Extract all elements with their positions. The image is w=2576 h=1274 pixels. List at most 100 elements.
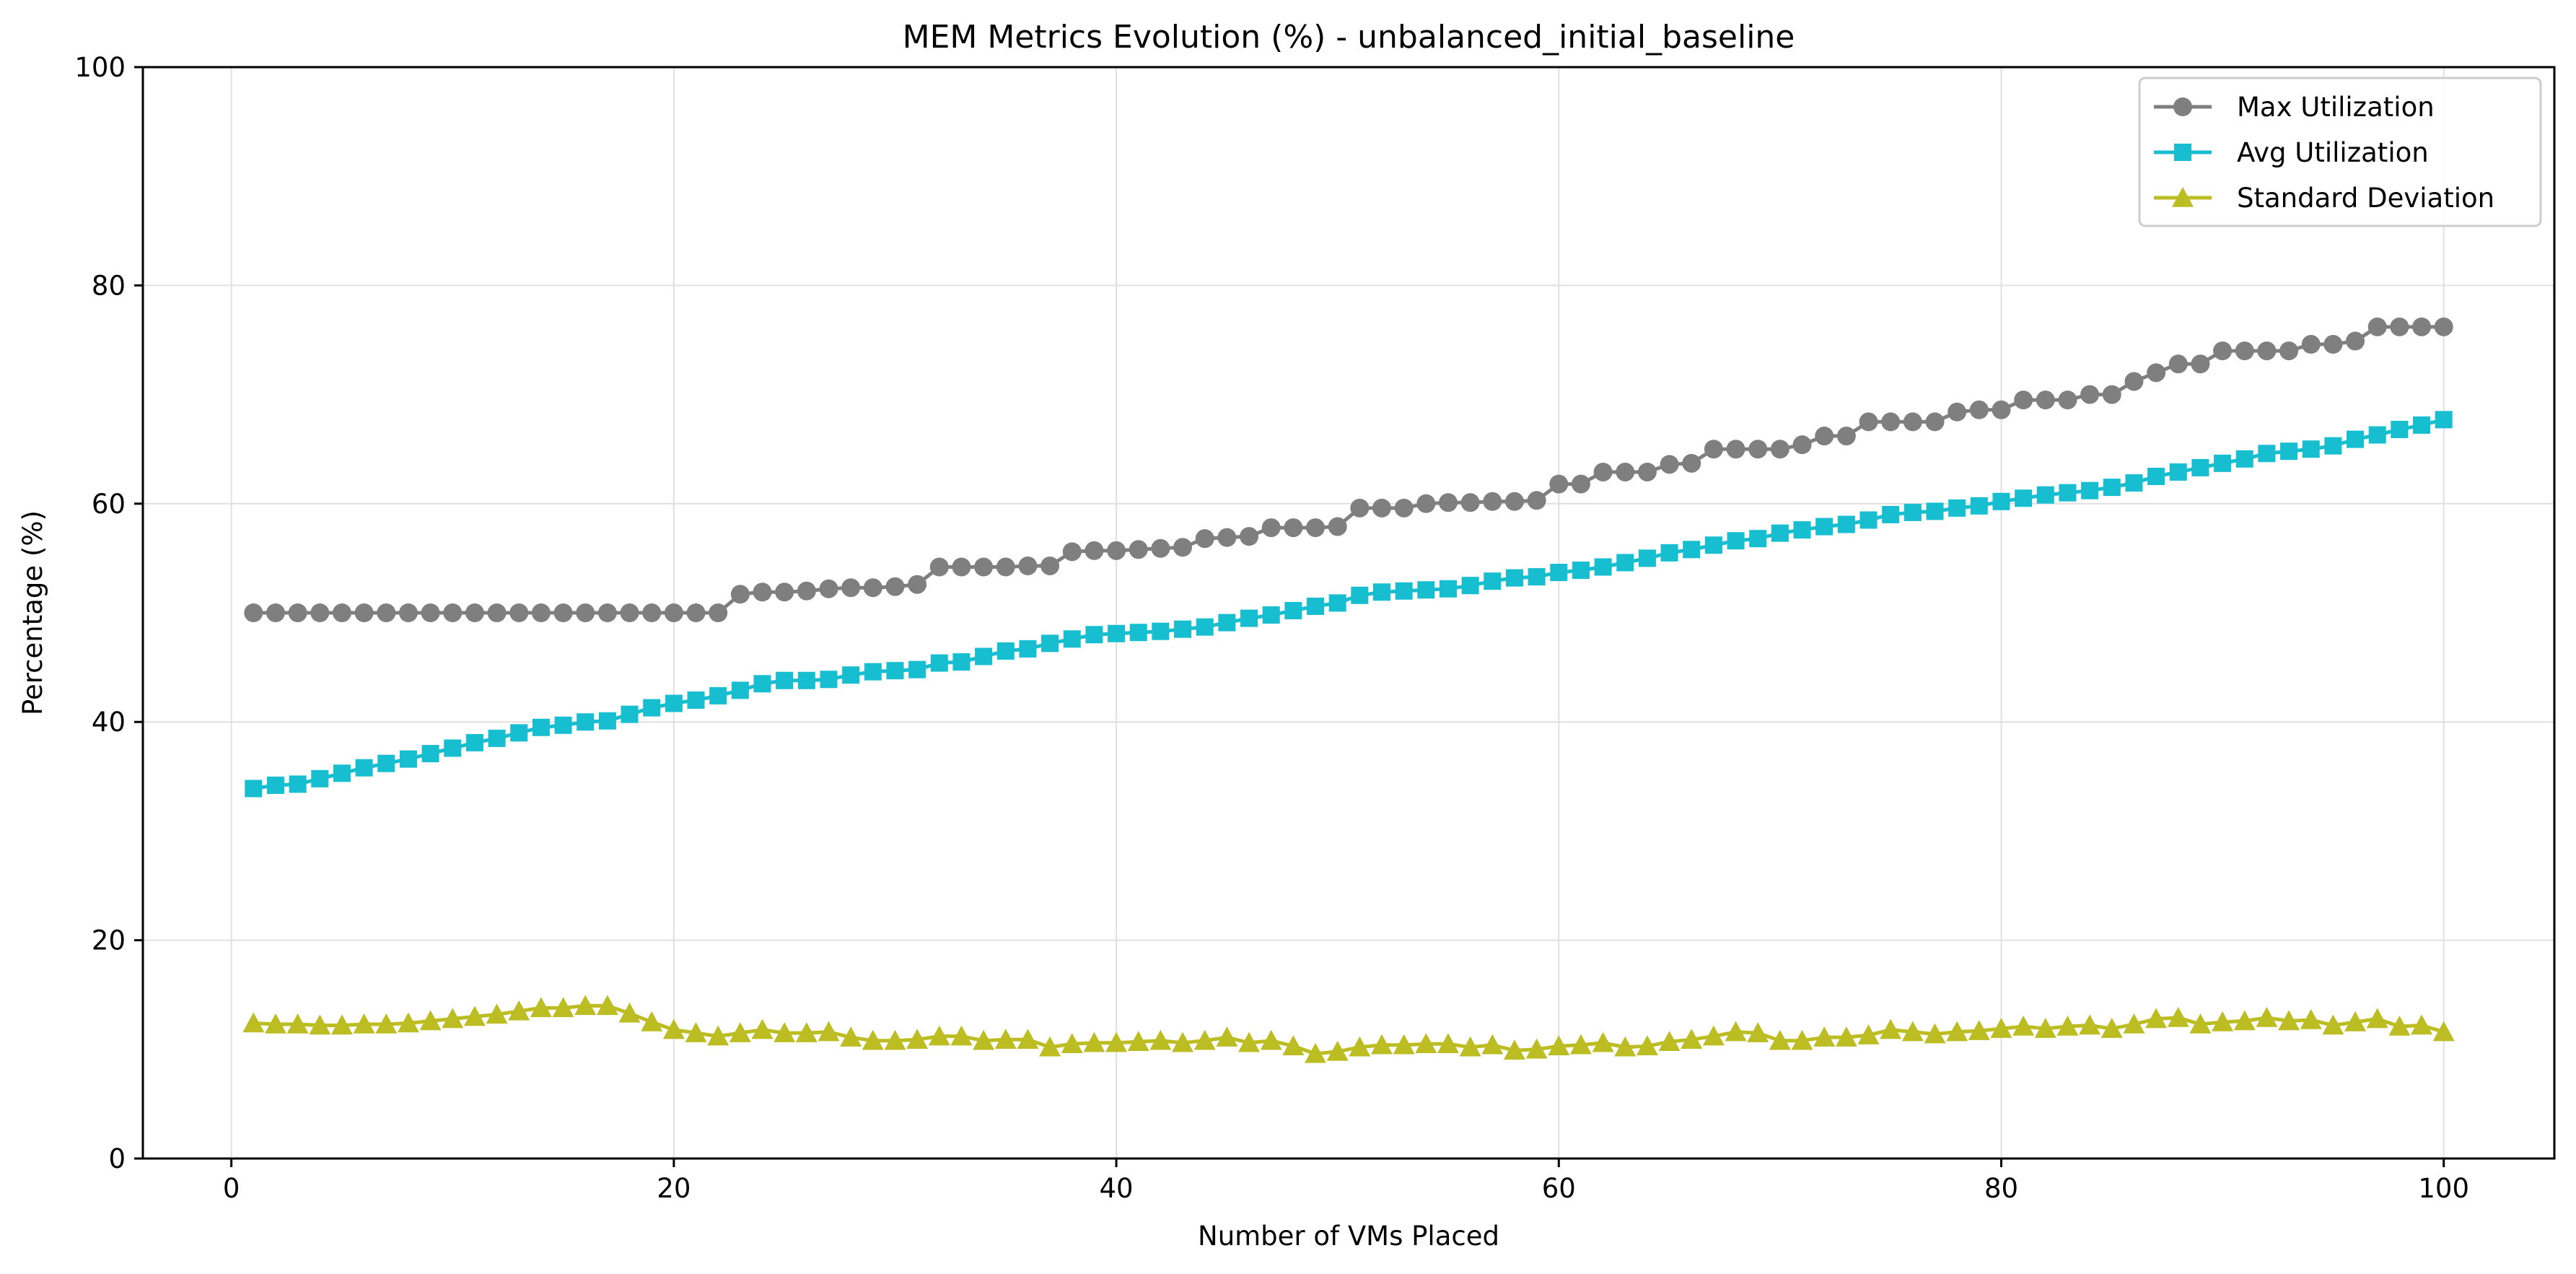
data-point <box>2300 1008 2322 1029</box>
data-point <box>930 654 948 672</box>
data-point <box>2213 341 2233 361</box>
data-point <box>1328 594 1346 612</box>
data-point <box>1107 541 1126 560</box>
data-point <box>1261 518 1281 538</box>
data-point <box>1484 572 1502 590</box>
data-point <box>1569 1034 1592 1055</box>
data-point <box>1172 1031 1194 1052</box>
data-point <box>1018 556 1038 575</box>
data-point <box>1770 440 1789 459</box>
data-point <box>974 557 994 577</box>
data-point <box>1550 564 1568 582</box>
data-point <box>952 653 971 671</box>
data-point <box>2258 445 2276 463</box>
data-point <box>1925 412 1945 432</box>
data-point <box>1682 453 1701 473</box>
series-layer <box>242 317 2455 1063</box>
data-point <box>2081 481 2099 499</box>
data-point <box>2147 468 2165 485</box>
data-point <box>1085 626 1103 644</box>
data-point <box>2015 489 2033 507</box>
y-tick-label: 40 <box>92 707 126 738</box>
y-tick-label: 20 <box>92 925 126 956</box>
data-point <box>2256 1006 2278 1027</box>
data-point <box>775 583 794 602</box>
data-point <box>1218 614 1236 632</box>
data-point <box>1127 1031 1149 1051</box>
data-point <box>399 750 417 768</box>
data-point <box>820 671 838 689</box>
data-point <box>2103 479 2121 497</box>
data-point <box>419 1010 442 1031</box>
data-point <box>864 663 882 681</box>
data-point <box>598 712 616 730</box>
data-point <box>1041 634 1059 653</box>
data-point <box>1416 494 1436 513</box>
data-point <box>2390 317 2409 336</box>
series-line <box>253 1003 2445 1056</box>
data-point <box>1594 558 1612 576</box>
data-point <box>1638 549 1656 567</box>
data-point <box>508 1000 530 1021</box>
data-point <box>2279 341 2299 361</box>
data-point <box>1173 538 1193 557</box>
data-point <box>1459 1036 1481 1057</box>
data-point <box>245 780 263 798</box>
data-point <box>311 769 329 787</box>
data-point <box>2346 331 2365 351</box>
data-point <box>819 579 838 598</box>
data-point <box>842 666 860 684</box>
data-point <box>1417 581 1435 599</box>
data-point <box>1793 521 1811 539</box>
data-point <box>641 1011 663 1031</box>
data-point <box>1019 640 1037 658</box>
data-point <box>2302 440 2320 458</box>
data-point <box>1792 435 1812 455</box>
data-point <box>1216 1026 1238 1047</box>
series-line <box>253 417 2445 790</box>
data-point <box>2036 486 2054 504</box>
data-point <box>1528 568 1546 586</box>
data-point <box>1924 1023 1946 1044</box>
data-point <box>2123 1013 2145 1034</box>
legend-marker <box>2172 187 2194 207</box>
data-point <box>753 583 772 602</box>
data-point <box>973 1029 995 1050</box>
data-point <box>398 603 418 622</box>
data-point <box>486 1003 508 1024</box>
data-point <box>576 603 595 622</box>
legend-entry: Standard Deviation <box>2154 183 2494 214</box>
data-point <box>2257 341 2277 361</box>
data-point <box>774 1022 796 1042</box>
data-point <box>553 603 573 622</box>
data-point <box>597 603 617 622</box>
data-point <box>1372 583 1390 601</box>
data-point <box>863 578 882 598</box>
data-point <box>309 1014 331 1035</box>
data-point <box>421 745 439 763</box>
legend-box <box>2138 77 2542 227</box>
legend-label: Standard Deviation <box>2237 183 2494 214</box>
data-point <box>2189 1013 2212 1034</box>
data-point <box>286 1013 309 1034</box>
data-point <box>1747 1022 1769 1042</box>
data-point <box>397 1012 419 1033</box>
y-axis-label: Percentage (%) <box>17 510 48 715</box>
data-point <box>2056 1016 2079 1036</box>
data-point <box>1282 1035 1305 1056</box>
data-point <box>2145 1008 2168 1029</box>
data-point <box>709 686 727 704</box>
data-point <box>1771 524 1789 542</box>
data-point <box>532 718 550 736</box>
data-point <box>1326 1040 1349 1061</box>
data-point <box>242 1012 265 1033</box>
data-point <box>2034 1018 2056 1038</box>
data-point <box>1085 541 1104 560</box>
data-point <box>554 716 572 734</box>
data-point <box>264 1013 286 1034</box>
data-point <box>2368 426 2386 444</box>
data-point <box>1835 1026 1857 1047</box>
data-point <box>731 681 749 699</box>
data-point <box>1882 505 1900 523</box>
